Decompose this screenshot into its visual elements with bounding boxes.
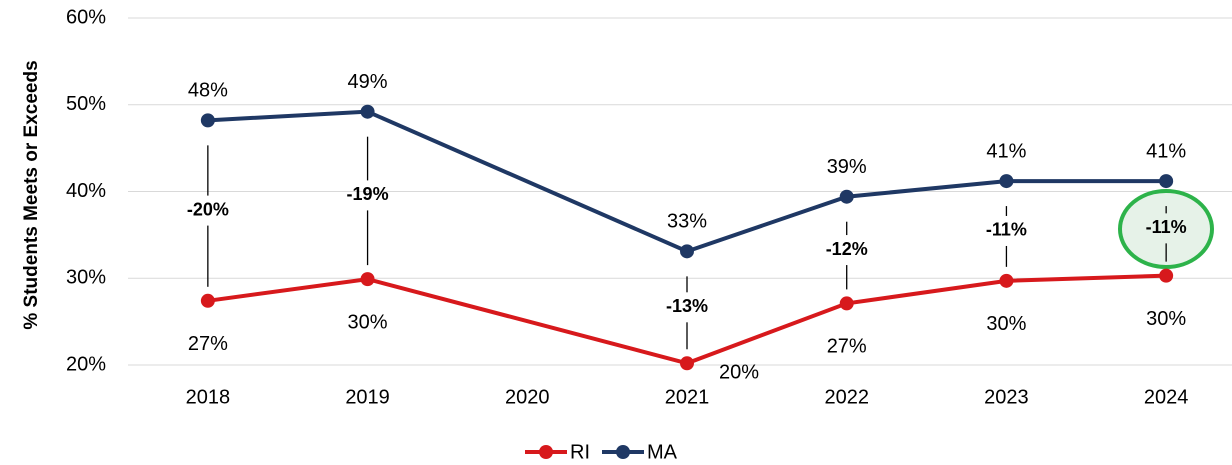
highlight-circle (1118, 189, 1214, 269)
point (680, 356, 694, 371)
legend-marker (539, 445, 553, 459)
point (360, 272, 375, 287)
data-label: 39% (827, 156, 867, 178)
point (1159, 174, 1174, 189)
data-label: 27% (827, 336, 867, 358)
point (1159, 268, 1174, 283)
y-tick-label: 20% (66, 353, 106, 375)
gap-label: -20% (187, 199, 229, 219)
x-tick-label: 2019 (345, 386, 390, 408)
gap-label: -13% (666, 296, 708, 316)
legend-label: RI (570, 441, 590, 463)
point (839, 296, 854, 311)
data-label: 49% (348, 71, 388, 93)
point (839, 189, 854, 204)
series-line (207, 109, 1167, 254)
point (200, 293, 215, 308)
gap-label: -11% (1146, 217, 1187, 237)
data-label: 30% (348, 311, 388, 333)
point (680, 244, 694, 259)
series-line (207, 273, 1167, 366)
point (360, 104, 375, 119)
point (200, 113, 215, 128)
x-tick-label: 2020 (505, 386, 550, 408)
point (999, 174, 1014, 189)
x-tick-label: 2022 (824, 386, 869, 408)
data-label: 33% (667, 211, 707, 233)
legend-marker (616, 445, 630, 459)
x-tick-label: 2018 (186, 386, 231, 408)
x-tick-label: 2023 (984, 386, 1029, 408)
gap-label: -11% (986, 220, 1027, 240)
gap-label: -12% (826, 239, 868, 259)
x-tick-label: 2021 (665, 386, 710, 408)
y-tick-label: 30% (66, 267, 106, 289)
data-label: 27% (188, 333, 228, 355)
y-tick-label: 50% (66, 93, 106, 115)
y-tick-label: 60% (66, 6, 106, 28)
data-label: 41% (986, 140, 1026, 162)
data-label: 41% (1146, 140, 1186, 162)
data-label: 48% (188, 80, 228, 102)
legend-label: MA (647, 441, 678, 463)
data-label: 30% (986, 313, 1026, 335)
point (999, 273, 1014, 288)
x-tick-label: 2024 (1144, 386, 1189, 408)
data-label: 30% (1146, 308, 1186, 330)
y-tick-label: 40% (66, 180, 106, 202)
data-label: 20% (719, 362, 759, 384)
gap-label: -19% (347, 184, 389, 204)
y-axis-label: % Students Meets or Exceeds (21, 60, 42, 329)
